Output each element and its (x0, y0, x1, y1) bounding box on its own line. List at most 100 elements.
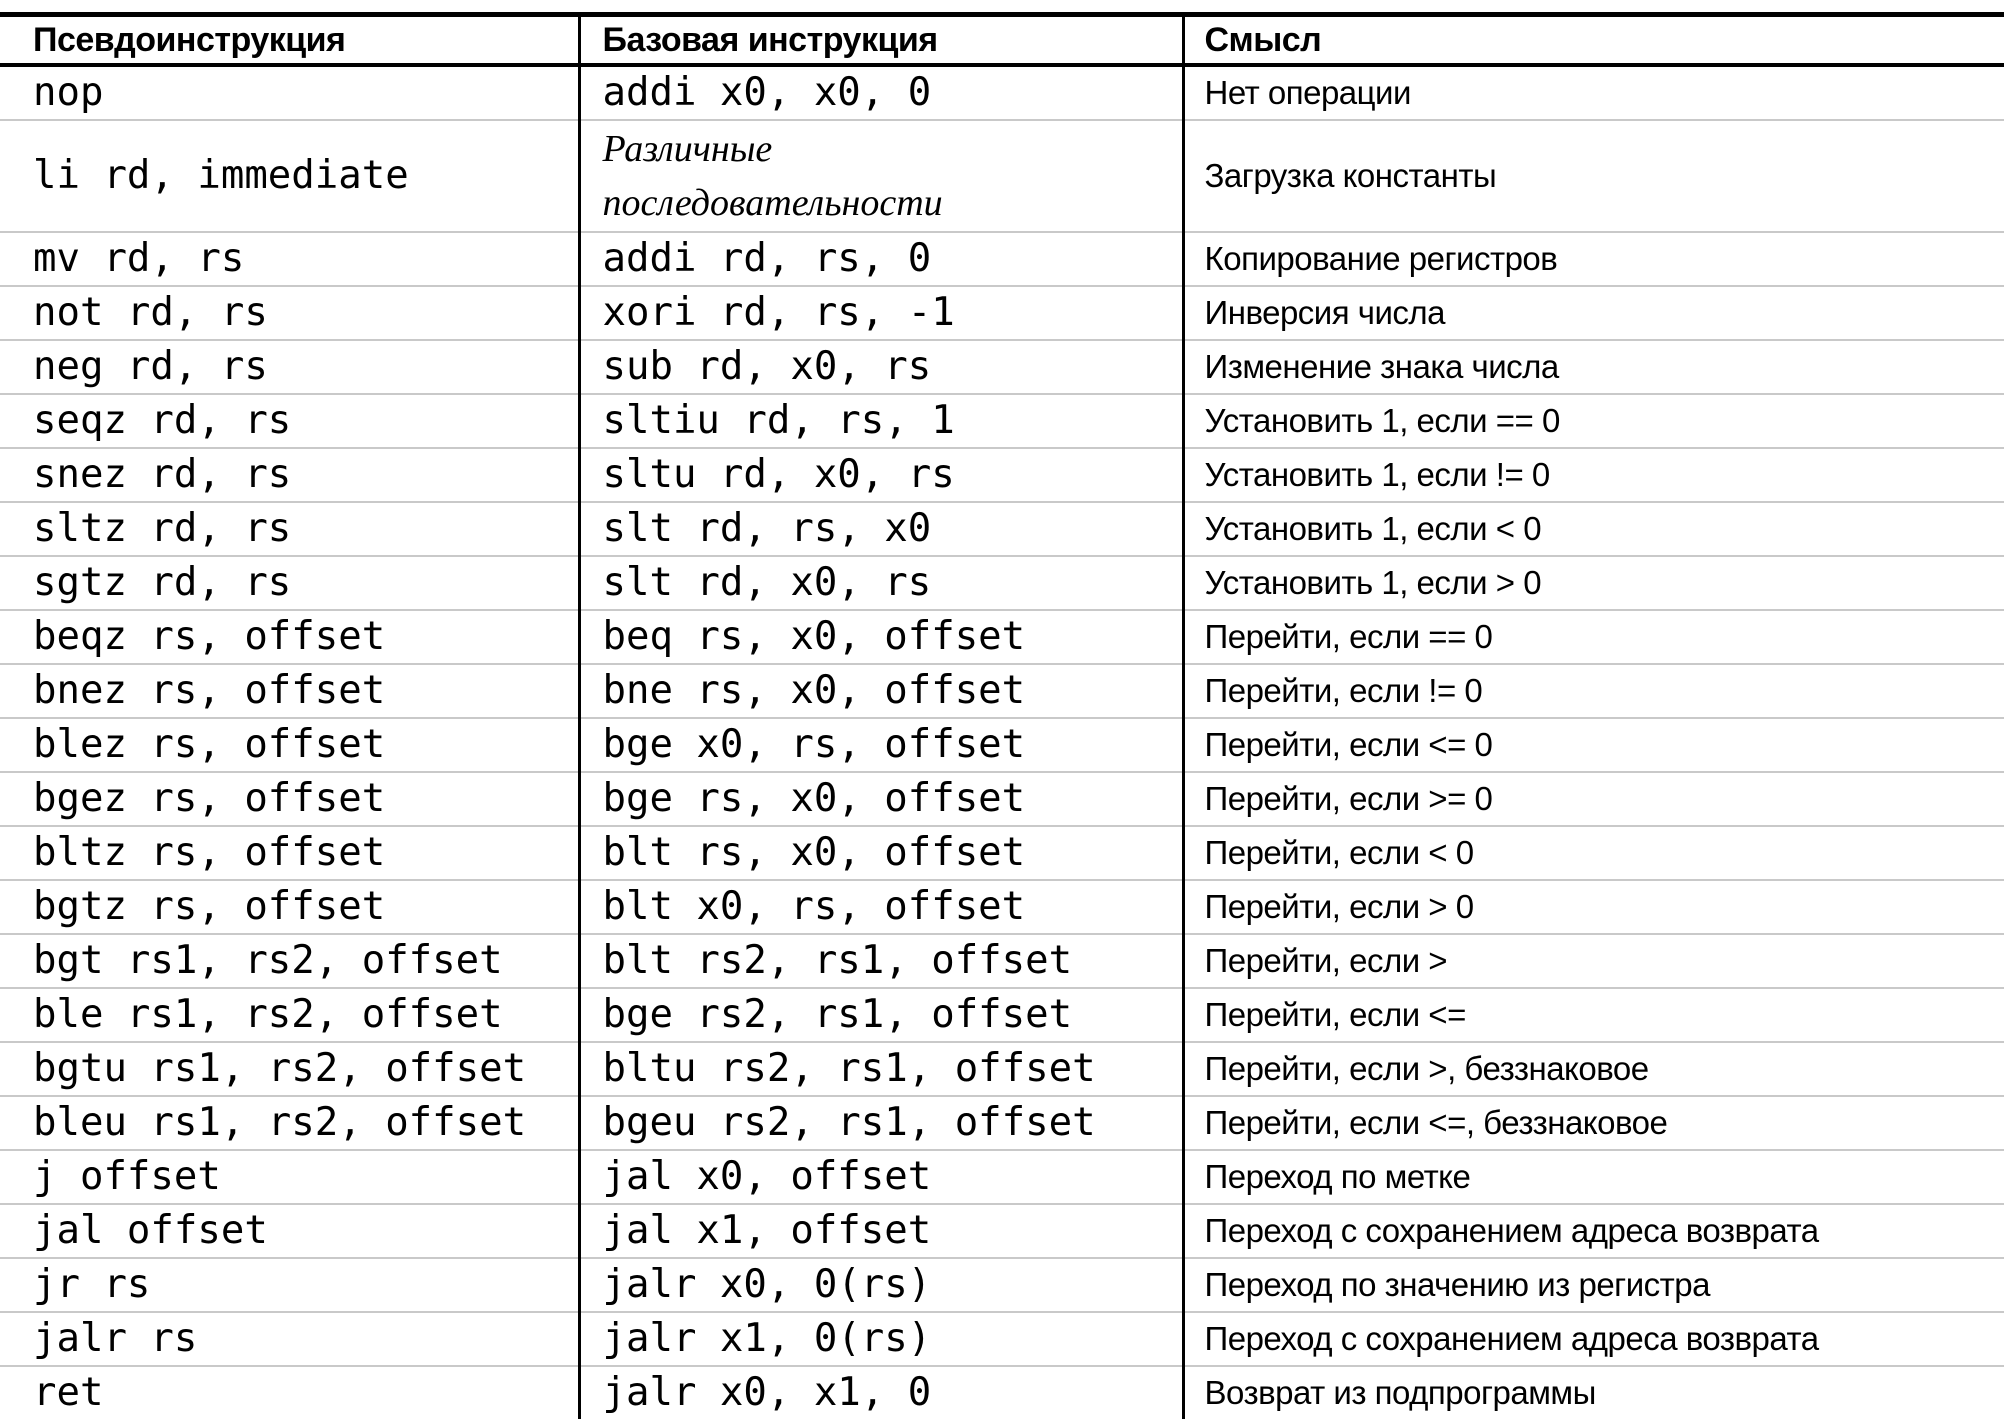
meaning-cell: Перейти, если <= (1181, 987, 2004, 1042)
meaning-cell: Переход с сохранением адреса возврата (1181, 1203, 2004, 1258)
base-instruction-cell: xori rd, rs, -1 (577, 285, 1183, 340)
pseudoinstruction-cell: sgtz rd, rs (0, 555, 579, 610)
table-row: bleu rs1, rs2, offset bgeu rs2, rs1, off… (0, 1095, 2004, 1150)
base-instruction-cell: bge rs, x0, offset (577, 771, 1183, 826)
column-header-pseudoinstruction: Псевдоинструкция (0, 14, 579, 67)
pseudoinstruction-cell: blez rs, offset (0, 717, 579, 772)
meaning-cell: Инверсия числа (1181, 285, 2004, 340)
meaning-cell: Перейти, если <=, беззнаковое (1181, 1095, 2004, 1150)
base-instruction-cell: sltu rd, x0, rs (577, 447, 1183, 502)
pseudoinstruction-cell: bgez rs, offset (0, 771, 579, 826)
table-row: snez rd, rs sltu rd, x0, rs Установить 1… (0, 447, 2004, 502)
table-row: sgtz rd, rs slt rd, x0, rs Установить 1,… (0, 555, 2004, 610)
base-instruction-cell: bgeu rs2, rs1, offset (577, 1095, 1183, 1150)
table-row: beqz rs, offset beq rs, x0, offset Перей… (0, 609, 2004, 664)
header-row: Псевдоинструкция Базовая инструкция Смыс… (0, 14, 2004, 67)
table-row: bgtu rs1, rs2, offset bltu rs2, rs1, off… (0, 1041, 2004, 1096)
table-row: seqz rd, rs sltiu rd, rs, 1 Установить 1… (0, 393, 2004, 448)
meaning-cell: Установить 1, если < 0 (1181, 501, 2004, 556)
pseudoinstruction-cell: jal offset (0, 1203, 579, 1258)
base-instruction-cell: bltu rs2, rs1, offset (577, 1041, 1183, 1096)
base-instruction-cell: slt rd, rs, x0 (577, 501, 1183, 556)
pseudoinstruction-cell: seqz rd, rs (0, 393, 579, 448)
meaning-cell: Изменение знака числа (1181, 339, 2004, 394)
pseudoinstruction-table: Псевдоинструкция Базовая инструкция Смыс… (0, 12, 2004, 1419)
pseudoinstruction-cell: bgtz rs, offset (0, 879, 579, 934)
meaning-cell: Перейти, если > 0 (1181, 879, 2004, 934)
meaning-cell: Перейти, если >= 0 (1181, 771, 2004, 826)
meaning-cell: Перейти, если != 0 (1181, 663, 2004, 718)
pseudoinstruction-cell: li rd, immediate (0, 119, 579, 232)
pseudoinstruction-cell: jalr rs (0, 1311, 579, 1366)
base-instruction-cell: jalr x0, 0(rs) (577, 1257, 1183, 1312)
table-row: ret jalr x0, x1, 0 Возврат из подпрограм… (0, 1365, 2004, 1419)
base-instruction-cell: sltiu rd, rs, 1 (577, 393, 1183, 448)
table-row: nop addi x0, x0, 0 Нет операции (0, 65, 2004, 120)
meaning-cell: Перейти, если == 0 (1181, 609, 2004, 664)
base-instruction-cell: bne rs, x0, offset (577, 663, 1183, 718)
table-row: neg rd, rs sub rd, x0, rs Изменение знак… (0, 339, 2004, 394)
table-row: j offset jal x0, offset Переход по метке (0, 1149, 2004, 1204)
meaning-cell: Перейти, если > (1181, 933, 2004, 988)
pseudoinstruction-cell: jr rs (0, 1257, 579, 1312)
pseudoinstruction-cell: bgtu rs1, rs2, offset (0, 1041, 579, 1096)
base-instruction-cell: jalr x1, 0(rs) (577, 1311, 1183, 1366)
base-instruction-cell: jal x1, offset (577, 1203, 1183, 1258)
pseudoinstruction-cell: ble rs1, rs2, offset (0, 987, 579, 1042)
pseudoinstruction-cell: not rd, rs (0, 285, 579, 340)
column-header-base-instruction: Базовая инструкция (577, 14, 1183, 67)
pseudoinstruction-cell: mv rd, rs (0, 231, 579, 286)
base-instruction-cell: blt rs, x0, offset (577, 825, 1183, 880)
base-instruction-cell: jalr x0, x1, 0 (577, 1365, 1183, 1419)
table-row: bgez rs, offset bge rs, x0, offset Перей… (0, 771, 2004, 826)
base-instruction-cell: jal x0, offset (577, 1149, 1183, 1204)
meaning-cell: Перейти, если >, беззнаковое (1181, 1041, 2004, 1096)
pseudoinstruction-cell: nop (33, 69, 104, 115)
meaning-cell: Переход по значению из регистра (1181, 1257, 2004, 1312)
base-instruction-cell: addi rd, rs, 0 (577, 231, 1183, 286)
table-row: bltz rs, offset blt rs, x0, offset Перей… (0, 825, 2004, 880)
table-row: not rd, rs xori rd, rs, -1 Инверсия числ… (0, 285, 2004, 340)
pseudoinstruction-cell: bltz rs, offset (0, 825, 579, 880)
table-row: sltz rd, rs slt rd, rs, x0 Установить 1,… (0, 501, 2004, 556)
table-row: bgtz rs, offset blt x0, rs, offset Перей… (0, 879, 2004, 934)
table-row: mv rd, rs addi rd, rs, 0 Копирование рег… (0, 231, 2004, 286)
table-row: jal offset jal x1, offset Переход с сохр… (0, 1203, 2004, 1258)
meaning-cell: Загрузка константы (1181, 119, 2004, 232)
meaning-cell: Копирование регистров (1181, 231, 2004, 286)
meaning-cell: Переход с сохранением адреса возврата (1181, 1311, 2004, 1366)
base-instruction-cell: beq rs, x0, offset (577, 609, 1183, 664)
base-instruction-cell: bge x0, rs, offset (577, 717, 1183, 772)
base-instruction-cell: slt rd, x0, rs (577, 555, 1183, 610)
pseudoinstruction-cell: ret (0, 1365, 579, 1419)
meaning-cell: Нет операции (1181, 65, 2004, 120)
base-instruction-cell: bge rs2, rs1, offset (577, 987, 1183, 1042)
table-body: nop addi x0, x0, 0 Нет операции li rd, i… (0, 65, 2004, 1419)
table-row: bgt rs1, rs2, offset blt rs2, rs1, offse… (0, 933, 2004, 988)
pseudoinstruction-cell: snez rd, rs (0, 447, 579, 502)
column-header-meaning: Смысл (1181, 14, 2004, 67)
pseudoinstruction-cell: neg rd, rs (0, 339, 579, 394)
base-instruction-cell: Различные последовательности (577, 119, 1183, 232)
base-instruction-cell: blt x0, rs, offset (577, 879, 1183, 934)
pseudoinstruction-cell: bgt rs1, rs2, offset (0, 933, 579, 988)
meaning-cell: Переход по метке (1181, 1149, 2004, 1204)
meaning-cell: Установить 1, если == 0 (1181, 393, 2004, 448)
table-row: li rd, immediate Различные последователь… (0, 119, 2004, 232)
pseudoinstruction-cell: bnez rs, offset (0, 663, 579, 718)
meaning-cell: Установить 1, если > 0 (1181, 555, 2004, 610)
pseudoinstruction-cell: beqz rs, offset (0, 609, 579, 664)
base-instruction-cell: addi x0, x0, 0 (577, 65, 1183, 120)
base-instruction-cell: sub rd, x0, rs (577, 339, 1183, 394)
pseudoinstruction-cell: sltz rd, rs (0, 501, 579, 556)
table-row: ble rs1, rs2, offset bge rs2, rs1, offse… (0, 987, 2004, 1042)
meaning-cell: Перейти, если < 0 (1181, 825, 2004, 880)
meaning-cell: Возврат из подпрограммы (1181, 1365, 2004, 1419)
table-row: blez rs, offset bge x0, rs, offset Перей… (0, 717, 2004, 772)
meaning-cell: Перейти, если <= 0 (1181, 717, 2004, 772)
pseudoinstruction-cell: j offset (0, 1149, 579, 1204)
pseudoinstruction-cell: bleu rs1, rs2, offset (0, 1095, 579, 1150)
table-row: jr rs jalr x0, 0(rs) Переход по значению… (0, 1257, 2004, 1312)
table-row: jalr rs jalr x1, 0(rs) Переход с сохране… (0, 1311, 2004, 1366)
